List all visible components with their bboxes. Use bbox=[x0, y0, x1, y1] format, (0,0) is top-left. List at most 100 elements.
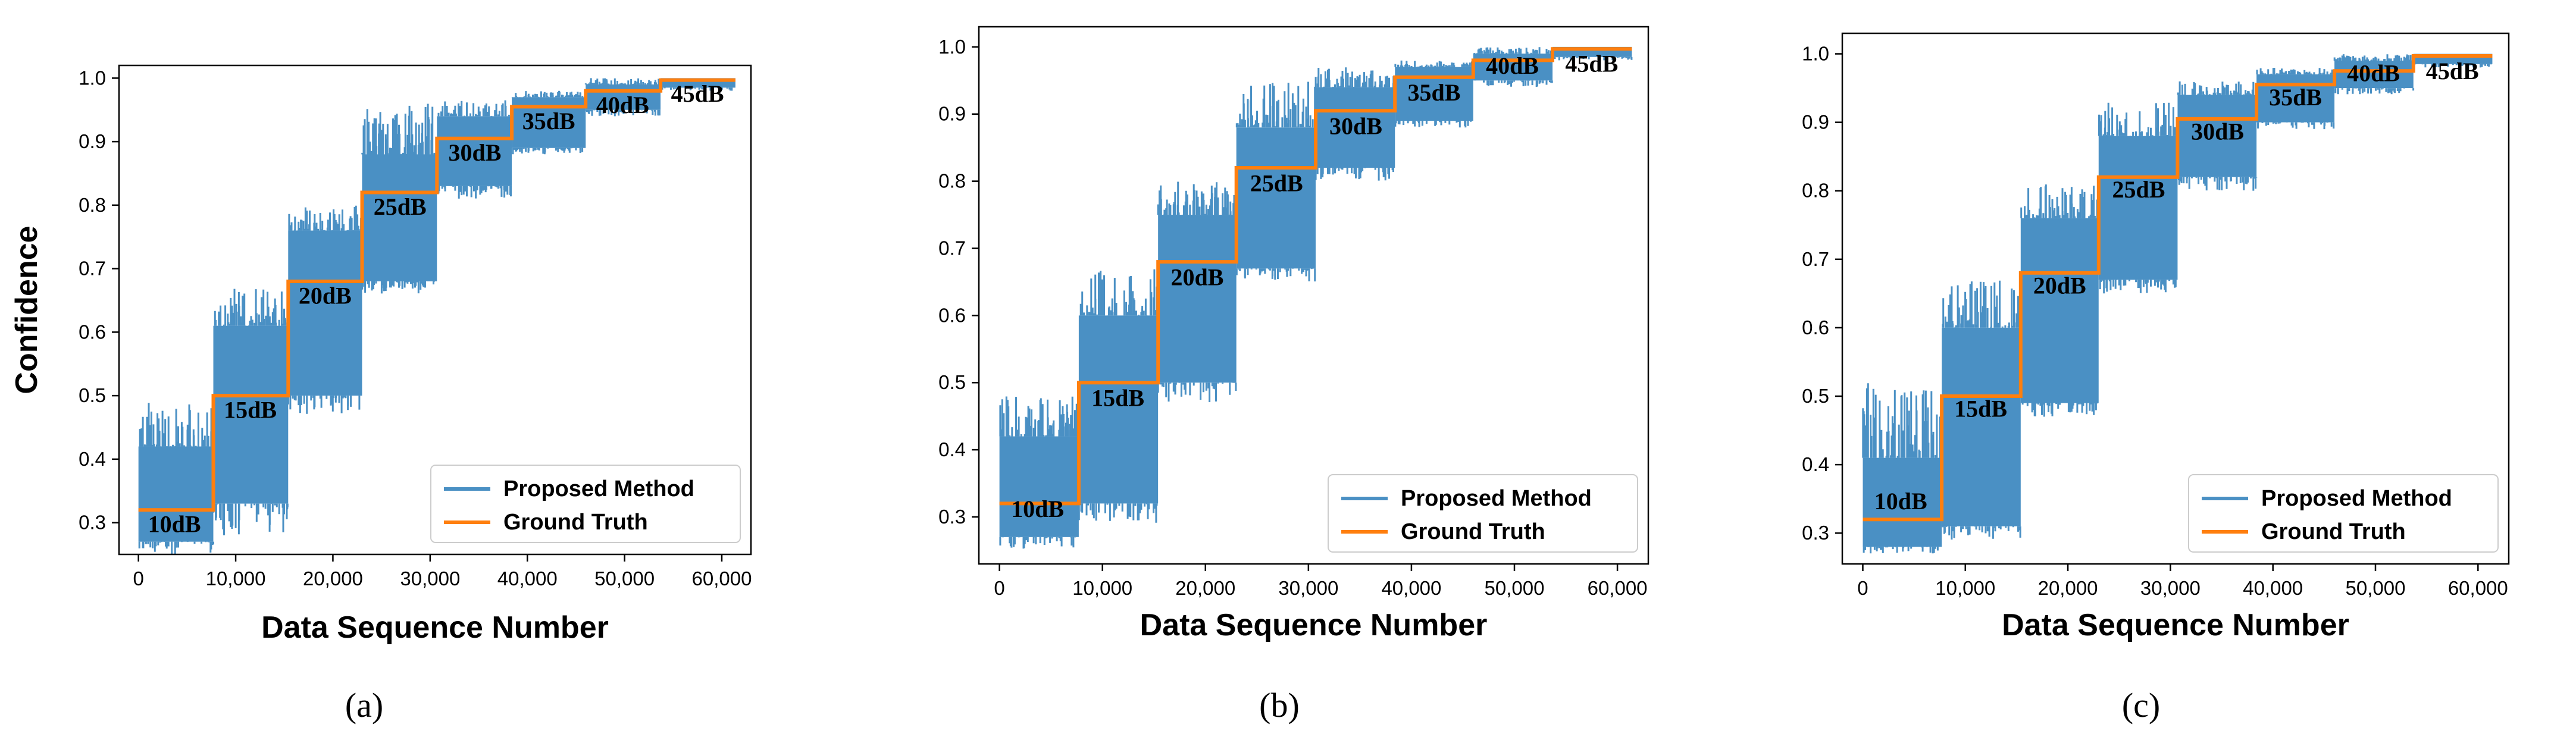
proposed-band-spikes-1 bbox=[1862, 383, 1941, 554]
x-tick-label: 60,000 bbox=[692, 567, 752, 590]
y-tick-label: 0.8 bbox=[1802, 180, 1829, 202]
y-tick-label: 0.9 bbox=[79, 130, 106, 152]
proposed-band-6 bbox=[2256, 74, 2335, 123]
proposed-band-spikes-7 bbox=[2333, 54, 2415, 95]
proposed-band-spikes-7 bbox=[584, 78, 662, 117]
proposed-band-spikes-6 bbox=[511, 90, 584, 155]
snr-annotation: 15dB bbox=[224, 396, 277, 423]
snr-annotation: 30dB bbox=[1329, 113, 1382, 140]
x-tick-label: 40,000 bbox=[1381, 577, 1441, 599]
proposed-band-spikes-4 bbox=[361, 104, 438, 294]
legend-label: Ground Truth bbox=[503, 510, 648, 535]
snr-annotation: 30dB bbox=[2191, 118, 2244, 145]
x-tick-label: 20,000 bbox=[1175, 577, 1235, 599]
snr-annotation: 35dB bbox=[1408, 79, 1461, 106]
legend-box bbox=[1328, 474, 1638, 553]
x-axis-label: Data Sequence Number bbox=[2002, 608, 2349, 642]
legend-label: Ground Truth bbox=[2261, 519, 2406, 544]
subfigure-caption: (c) bbox=[2122, 686, 2160, 725]
ground-truth-line bbox=[1863, 54, 2493, 522]
x-tick-label: 0 bbox=[994, 577, 1004, 599]
proposed-band-spikes-2 bbox=[1078, 269, 1159, 523]
proposed-band-2 bbox=[1078, 315, 1159, 504]
snr-annotation: 15dB bbox=[1091, 385, 1144, 412]
snr-annotation: 15dB bbox=[1954, 396, 2007, 422]
ground-truth-line bbox=[138, 78, 735, 512]
y-tick-label: 0.9 bbox=[1802, 111, 1829, 133]
proposed-band-3 bbox=[288, 230, 362, 396]
legend-box bbox=[2188, 474, 2499, 553]
y-axis-label: Confidence bbox=[10, 225, 44, 394]
y-tick-label: 0.5 bbox=[938, 371, 966, 393]
legend-box bbox=[430, 465, 741, 543]
x-tick-label: 10,000 bbox=[206, 567, 266, 590]
y-tick-label: 1.0 bbox=[79, 67, 106, 89]
proposed-band-spikes-5 bbox=[437, 100, 512, 199]
snr-annotation: 40dB bbox=[1486, 52, 1539, 79]
snr-annotation: 45dB bbox=[1565, 51, 1618, 77]
x-tick-label: 20,000 bbox=[2038, 577, 2098, 599]
proposed-band-spikes-6 bbox=[1394, 60, 1474, 128]
proposed-band-spikes-3 bbox=[2020, 184, 2099, 417]
snr-annotation: 30dB bbox=[449, 139, 502, 166]
snr-annotation: 35dB bbox=[522, 108, 575, 134]
snr-annotation: 25dB bbox=[1250, 170, 1303, 197]
snr-annotation: 40dB bbox=[596, 92, 649, 118]
plot-area bbox=[999, 46, 1633, 549]
subfigure-caption: (a) bbox=[345, 686, 383, 725]
figure-panel-b: 10dB 15dB 20dB 25dB 30dB 35dB 40dB 45dB 0 10,000 2… bbox=[859, 0, 1717, 740]
snr-annotation: 20dB bbox=[299, 282, 352, 309]
y-tick-label: 1.0 bbox=[1802, 43, 1829, 65]
proposed-band-5 bbox=[437, 116, 512, 186]
y-tick-label: 0.6 bbox=[79, 321, 106, 343]
snr-annotation: 10dB bbox=[148, 511, 201, 538]
proposed-band-spikes-5 bbox=[1314, 67, 1395, 181]
y-tick-label: 0.7 bbox=[79, 258, 106, 280]
proposed-band-spikes-6 bbox=[2256, 68, 2335, 130]
proposed-band-spikes-3 bbox=[287, 205, 362, 414]
plot-area bbox=[1862, 54, 2493, 554]
snr-annotation: 10dB bbox=[1874, 488, 1927, 515]
proposed-band-spikes-1 bbox=[999, 396, 1078, 549]
proposed-band-spikes-7 bbox=[1473, 47, 1553, 87]
proposed-band-spikes-4 bbox=[1235, 81, 1316, 282]
snr-annotation: 20dB bbox=[2033, 272, 2086, 299]
y-tick-label: 0.4 bbox=[79, 448, 106, 470]
x-tick-label: 20,000 bbox=[303, 567, 363, 590]
snr-annotation: 25dB bbox=[2112, 176, 2165, 203]
proposed-band-spikes-3 bbox=[1157, 181, 1237, 402]
proposed-band-spikes-4 bbox=[2098, 102, 2177, 294]
x-tick-label: 30,000 bbox=[2140, 577, 2201, 599]
plot-area bbox=[138, 78, 735, 554]
chart-c: 10dB 15dB 20dB 25dB 30dB 35dB 40dB 45dB 0 10,000 2… bbox=[1802, 32, 2510, 725]
figure-panel-c: 10dB 15dB 20dB 25dB 30dB 35dB 40dB 45dB 0 10,000 2… bbox=[1717, 0, 2576, 740]
proposed-band-3 bbox=[2020, 218, 2099, 403]
proposed-band-3 bbox=[1158, 215, 1237, 383]
proposed-band-1 bbox=[138, 446, 214, 542]
proposed-band-2 bbox=[1942, 327, 2021, 526]
y-tick-label: 0.6 bbox=[938, 304, 966, 326]
snr-annotation: 40dB bbox=[2347, 60, 2400, 87]
chart-b: 10dB 15dB 20dB 25dB 30dB 35dB 40dB 45dB 0 10,000 2… bbox=[938, 26, 1649, 725]
proposed-band-spikes-8 bbox=[661, 87, 733, 91]
proposed-band-4 bbox=[2098, 136, 2178, 280]
x-tick-label: 0 bbox=[133, 567, 143, 590]
y-tick-label: 0.7 bbox=[938, 237, 966, 259]
x-axis-label: Data Sequence Number bbox=[1140, 608, 1488, 642]
proposed-band-4 bbox=[1236, 127, 1316, 269]
x-tick-label: 10,000 bbox=[1072, 577, 1132, 599]
ground-truth-line bbox=[999, 47, 1632, 506]
axes-frame bbox=[1841, 32, 2510, 565]
y-tick-label: 0.8 bbox=[938, 170, 966, 192]
x-tick-label: 50,000 bbox=[2346, 577, 2406, 599]
proposed-band-1 bbox=[1863, 457, 1942, 547]
snr-annotation: 35dB bbox=[2269, 84, 2322, 111]
y-tick-label: 1.0 bbox=[938, 36, 966, 58]
y-tick-label: 0.5 bbox=[1802, 385, 1829, 407]
proposed-band-2 bbox=[213, 325, 289, 504]
subfigure-caption: (b) bbox=[1259, 686, 1300, 725]
y-tick-label: 0.4 bbox=[1802, 453, 1829, 475]
figure-panel-a: 10dB 15dB 20dB 25dB 30dB 35dB 40dB 45dB 0 10,000 2… bbox=[0, 0, 859, 740]
proposed-band-7 bbox=[2334, 61, 2414, 89]
legend-label: Ground Truth bbox=[1401, 519, 1545, 544]
